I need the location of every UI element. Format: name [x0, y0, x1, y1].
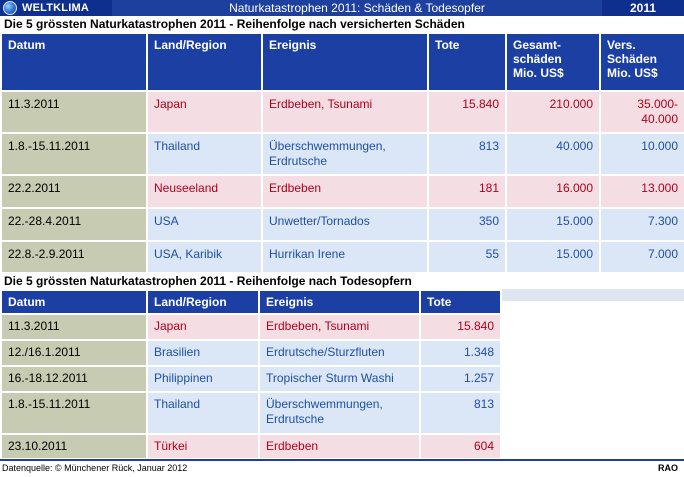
data-source: Datenquelle: © Münchener Rück, Januar 20… [2, 463, 188, 473]
brand-label: WELTKLIMA [22, 2, 89, 14]
table-row: 1.8.-15.11.2011 Thailand Überschwemmungen,… [0, 132, 684, 176]
table-row: 1.8.-15.11.2011 Thailand Überschwemmungen,… [0, 391, 502, 435]
event-cell: Erdrutsche/Sturzfluten [258, 339, 421, 367]
column-header: Datum [0, 289, 148, 315]
deaths-cell: 604 [419, 433, 502, 460]
table-row: 11.3.2011 Japan Erdbeben, Tsunami 15.840 [0, 313, 502, 341]
region-cell: Neuseeland [146, 174, 263, 209]
event-cell: Überschwemmungen, Erdrutsche [258, 391, 421, 435]
event-cell: Erdbeben, Tsunami [261, 90, 429, 134]
column-header: Land/Region [146, 289, 260, 315]
date-cell: 22.2.2011 [0, 174, 148, 209]
total-damage-cell: 15.000 [505, 240, 601, 274]
event-cell: Hurrikan Irene [261, 240, 429, 274]
event-cell: Tropischer Sturm Washi [258, 365, 421, 393]
region-cell: Brasilien [146, 339, 260, 367]
event-cell: Überschwemmungen, Erdrutsche [261, 132, 429, 176]
deaths-cell: 15.840 [427, 90, 507, 134]
insured-damage-cell: 13.000 [599, 174, 684, 209]
total-damage-cell: 40.000 [505, 132, 601, 176]
page-title: Naturkatastrophen 2011: Schäden & Todeso… [112, 0, 602, 16]
date-cell: 11.3.2011 [0, 313, 148, 341]
total-damage-cell: 16.000 [505, 174, 601, 209]
deaths-cell: 15.840 [419, 313, 502, 341]
total-damage-cell: 210.000 [505, 90, 601, 134]
table-row: 11.3.2011 Japan Erdbeben, Tsunami 15.840 210… [0, 90, 684, 134]
column-header: Gesamt- schäden Mio. US$ [505, 32, 601, 92]
date-cell: 16.-18.12.2011 [0, 365, 148, 393]
deaths-cell: 1.348 [419, 339, 502, 367]
event-cell: Erdbeben [261, 174, 429, 209]
column-header: Datum [0, 32, 148, 92]
region-cell: Türkei [146, 433, 260, 460]
globe-icon [3, 1, 17, 15]
table-row: 23.10.2011 Türkei Erdbeben 604 [0, 433, 502, 460]
deaths-cell: 181 [427, 174, 507, 209]
column-header: Land/Region [146, 32, 263, 92]
deaths-cell: 813 [427, 132, 507, 176]
deaths-cell: 55 [427, 240, 507, 274]
section-title-deaths: Die 5 grössten Naturkatastrophen 2011 - … [0, 274, 684, 289]
year-label: 2011 [629, 1, 657, 15]
column-header: Ereignis [261, 32, 429, 92]
column-header: Tote [427, 32, 507, 92]
region-cell: Thailand [146, 391, 260, 435]
region-cell: USA, Karibik [146, 240, 263, 274]
insured-damage-cell: 7.300 [599, 207, 684, 242]
footer-divider [0, 459, 684, 461]
table-deaths: Datum Land/Region Ereignis Tote 11.3.201… [0, 289, 502, 460]
region-cell: Thailand [146, 132, 263, 176]
insured-damage-cell: 35.000- 40.000 [599, 90, 684, 134]
date-cell: 23.10.2011 [0, 433, 148, 460]
event-cell: Erdbeben, Tsunami [258, 313, 421, 341]
decorative-strip [500, 289, 684, 301]
table-header-row: Datum Land/Region Ereignis Tote [0, 289, 502, 315]
region-cell: USA [146, 207, 263, 242]
date-cell: 22.-28.4.2011 [0, 207, 148, 242]
event-cell: Erdbeben [258, 433, 421, 460]
table-row: 22.2.2011 Neuseeland Erdbeben 181 16.000 13.0… [0, 174, 684, 209]
insured-damage-cell: 10.000 [599, 132, 684, 176]
date-cell: 1.8.-15.11.2011 [0, 132, 148, 176]
table-insured-damages: Datum Land/Region Ereignis Tote Gesamt- … [0, 32, 684, 274]
column-header: Tote [419, 289, 502, 315]
title-bar: WELTKLIMA Naturkatastrophen 2011: Schäde… [0, 0, 684, 16]
event-cell: Unwetter/Tornados [261, 207, 429, 242]
date-cell: 1.8.-15.11.2011 [0, 391, 148, 435]
brand: WELTKLIMA [0, 0, 112, 16]
author-tag: RAO [658, 463, 678, 473]
region-cell: Japan [146, 313, 260, 341]
insured-damage-cell: 7.000 [599, 240, 684, 274]
deaths-cell: 1.257 [419, 365, 502, 393]
deaths-cell: 813 [419, 391, 502, 435]
region-cell: Philippinen [146, 365, 260, 393]
table-row: 16.-18.12.2011 Philippinen Tropischer Stur… [0, 365, 502, 393]
table-header-row: Datum Land/Region Ereignis Tote Gesamt- … [0, 32, 684, 92]
table-row: 12./16.1.2011 Brasilien Erdrutsche/Sturzfl… [0, 339, 502, 367]
column-header: Vers. Schäden Mio. US$ [599, 32, 684, 92]
section-title-insured: Die 5 grössten Naturkatastrophen 2011 - … [0, 17, 684, 32]
date-cell: 12./16.1.2011 [0, 339, 148, 367]
date-cell: 11.3.2011 [0, 90, 148, 134]
column-header: Ereignis [258, 289, 421, 315]
table-row: 22.-28.4.2011 USA Unwetter/Tornados 350 15.0… [0, 207, 684, 242]
region-cell: Japan [146, 90, 263, 134]
table-row: 22.8.-2.9.2011 USA, Karibik Hurrikan Irene… [0, 240, 684, 274]
total-damage-cell: 15.000 [505, 207, 601, 242]
deaths-cell: 350 [427, 207, 507, 242]
date-cell: 22.8.-2.9.2011 [0, 240, 148, 274]
